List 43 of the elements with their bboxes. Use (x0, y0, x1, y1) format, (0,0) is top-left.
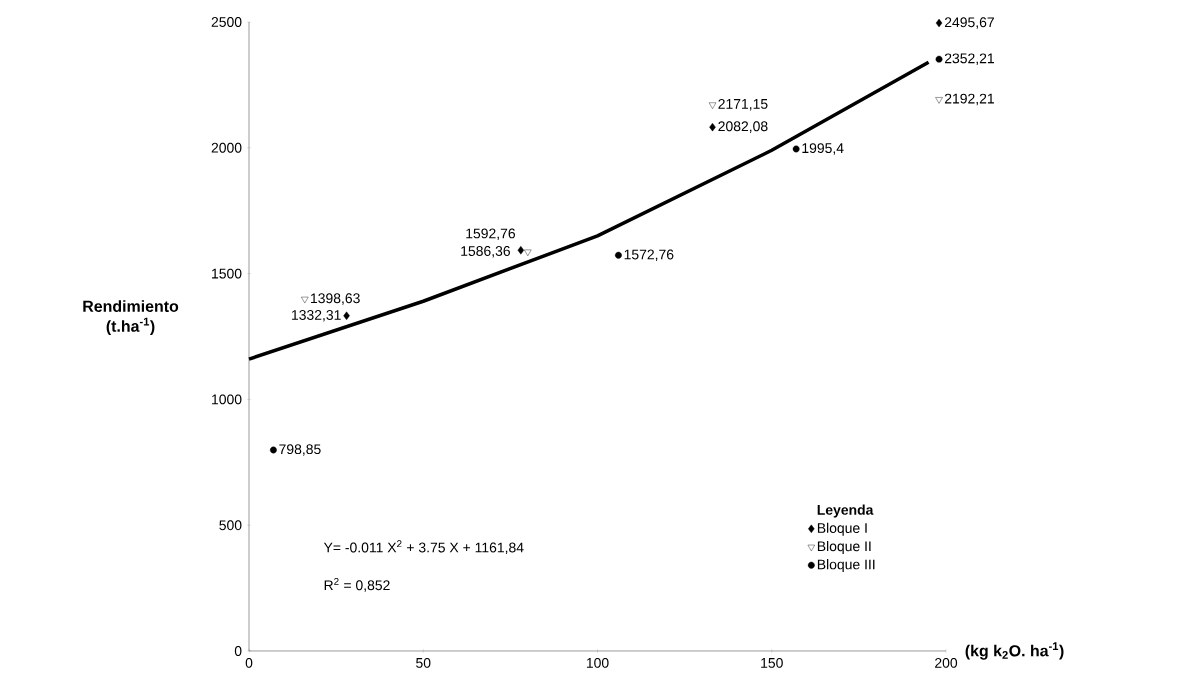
point (270, 446, 277, 454)
legend-label: Bloque III (817, 559, 875, 573)
legend-title: Leyenda (817, 504, 874, 518)
data-label: 1592,76 (466, 228, 516, 240)
data-label: 798,85 (279, 444, 321, 456)
point (935, 18, 943, 28)
x-axis-title: (kg k$_{2}$O. ha$^{-1}$) (965, 642, 1064, 660)
y-tick-label: 500 (219, 520, 242, 531)
point (935, 97, 943, 104)
point (935, 55, 943, 63)
data-label: 2171,15 (718, 98, 768, 111)
y-tick-label: 2500 (211, 17, 242, 27)
data-label: 1398,63 (311, 293, 360, 305)
point (301, 296, 309, 304)
point (792, 145, 800, 153)
y-tick-label: 0 (234, 646, 242, 656)
x-tick-label: 50 (416, 657, 431, 668)
data-label: 2192,21 (944, 93, 994, 106)
data-label: 1586,36 (461, 246, 510, 258)
legend-label: Bloque I (817, 522, 867, 536)
data-label: 1572,76 (624, 249, 674, 262)
data-label: 2495,67 (944, 17, 994, 29)
x-tick-label: 100 (586, 657, 609, 668)
data-label: 2352,21 (944, 53, 994, 65)
x-tick-label: 150 (761, 657, 783, 668)
y-axis-title: Rendimiento (t.ha$^{-1}$) (83, 300, 179, 336)
annotation: R$^{2}$ = 0,852 (324, 578, 390, 592)
x-tick-label: 0 (245, 657, 253, 668)
y-tick-label: 1500 (212, 268, 242, 279)
point (615, 251, 622, 259)
data-label: 2082,08 (718, 121, 768, 133)
legend-label: Bloque II (817, 540, 871, 554)
point (343, 311, 350, 320)
point (708, 102, 717, 109)
data-label: 1995,4 (802, 143, 844, 155)
x-tick-label: 200 (935, 657, 958, 668)
point (517, 246, 525, 255)
annotation: Y= -0.011 X$^{2}$ + 3.75 X + 1161,84 (323, 540, 524, 555)
y-tick-label: 2000 (211, 142, 242, 153)
point (709, 122, 716, 132)
point (524, 249, 532, 257)
y-tick-label: 1000 (212, 394, 242, 405)
data-label: 1332,31 (292, 310, 341, 322)
